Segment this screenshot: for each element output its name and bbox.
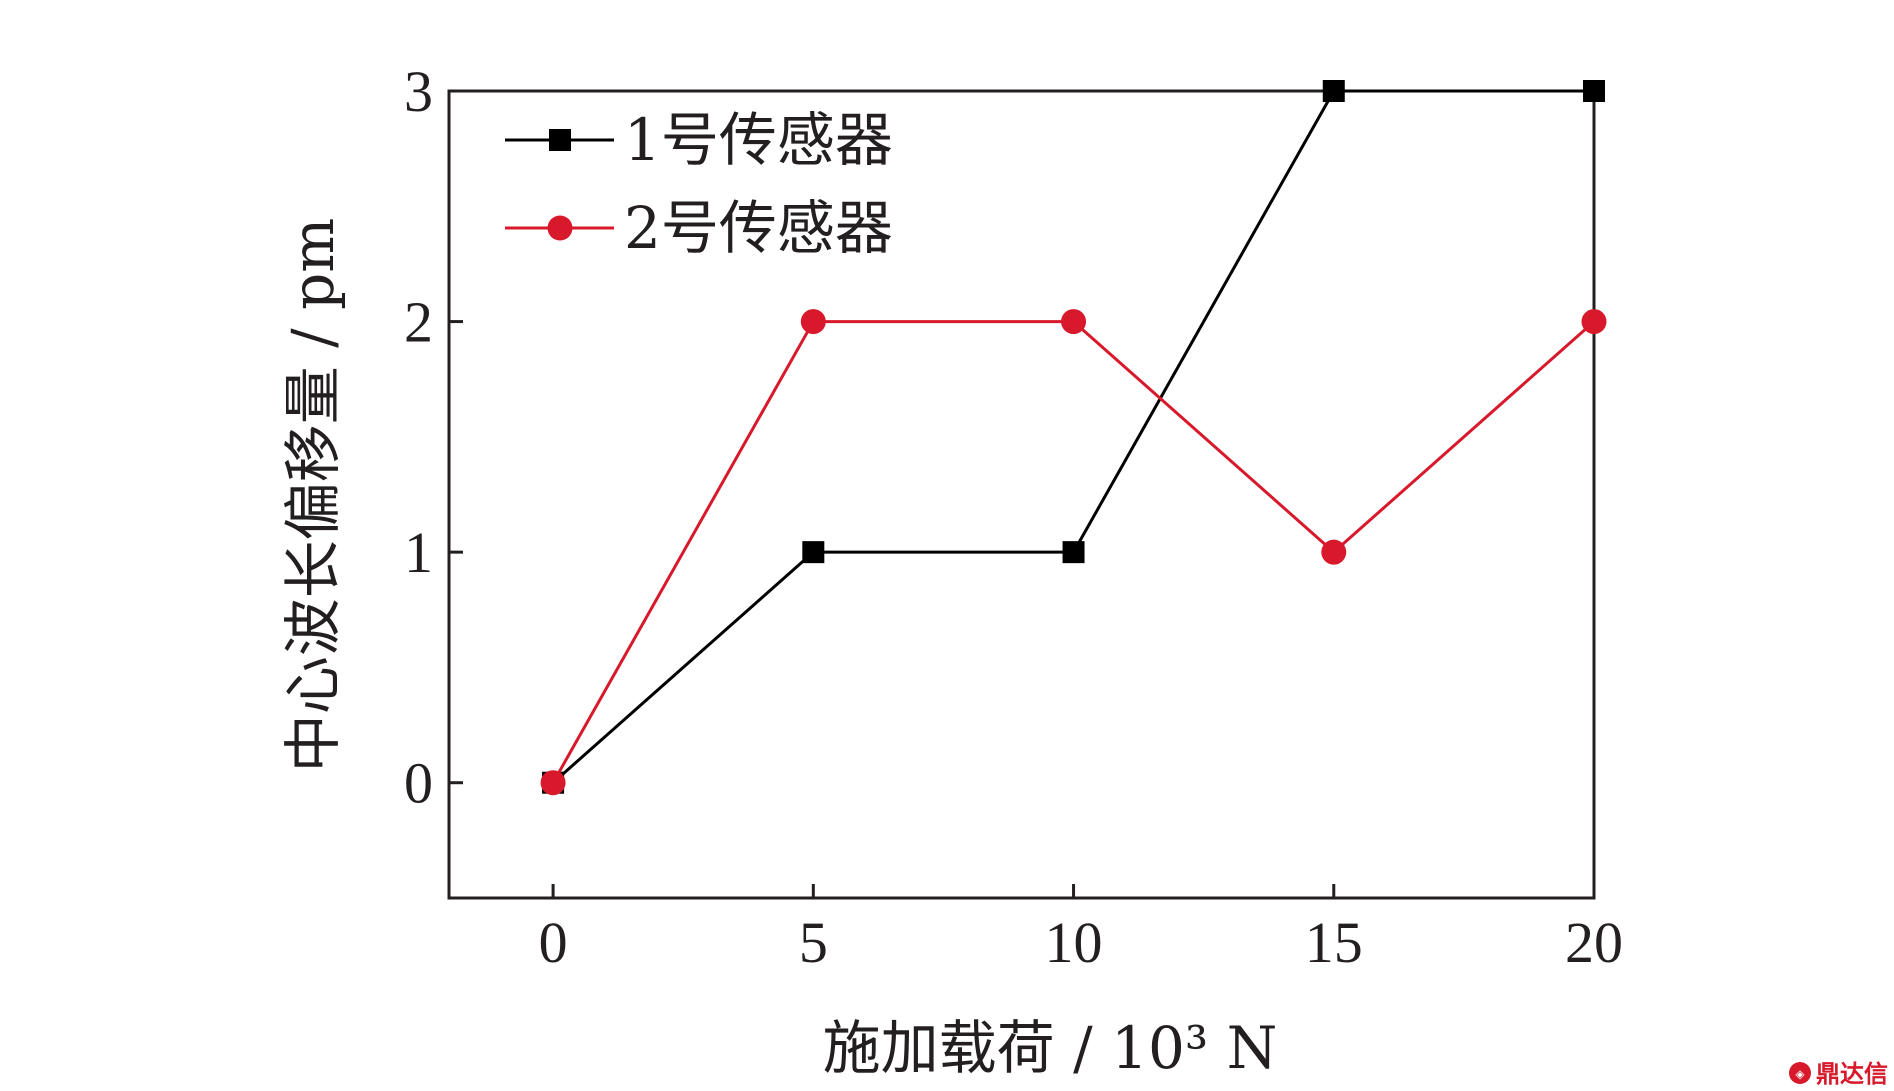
- legend-item-2: 2号传感器: [505, 194, 893, 262]
- series-2: [540, 309, 1607, 796]
- x-tick-label: 20: [1565, 910, 1623, 975]
- x-axis-title: 施加载荷 / 10³ N: [823, 1014, 1278, 1082]
- legend-swatch-marker: [549, 129, 571, 151]
- series-1-point: [802, 541, 825, 564]
- legend: 1号传感器 2号传感器: [505, 106, 893, 262]
- watermark-icon: [1789, 1062, 1811, 1084]
- svg-text:◈: ◈: [1795, 1067, 1805, 1081]
- watermark-logo: ◈ 鼎达信: [1789, 1060, 1888, 1088]
- y-tick-label: 0: [404, 751, 433, 816]
- series-2-point: [1581, 309, 1607, 335]
- x-tick-label: 15: [1305, 910, 1363, 975]
- y-tick-label: 1: [404, 520, 433, 585]
- x-axis-ticks: 0 5 10 15 20: [539, 884, 1623, 975]
- legend-label: 1号传感器: [624, 106, 893, 174]
- plot-border: [447, 89, 1596, 900]
- x-tick-label: 5: [799, 910, 828, 975]
- y-axis-ticks: 0 1 2 3: [404, 59, 463, 816]
- series-2-point: [540, 770, 566, 796]
- watermark-label: 鼎达信: [1816, 1060, 1888, 1088]
- legend-swatch-marker: [547, 215, 573, 241]
- y-tick-label: 3: [404, 59, 433, 124]
- plot-frame: [447, 89, 1596, 900]
- series-1-point: [1583, 80, 1605, 102]
- x-tick-label: 10: [1045, 910, 1103, 975]
- series-1-point: [1322, 80, 1345, 102]
- series-1-point: [1062, 541, 1085, 564]
- series-2-point: [1321, 539, 1347, 565]
- series-2-point: [800, 309, 826, 335]
- x-tick-label: 0: [539, 910, 568, 975]
- series-2-point: [1061, 309, 1087, 335]
- series-1: [542, 80, 1605, 794]
- y-axis-title: 中心波长偏移量 / pm: [279, 218, 347, 773]
- legend-item-1: 1号传感器: [505, 106, 893, 174]
- y-tick-label: 2: [404, 290, 433, 355]
- series-layer: [540, 80, 1607, 796]
- legend-label: 2号传感器: [624, 194, 893, 262]
